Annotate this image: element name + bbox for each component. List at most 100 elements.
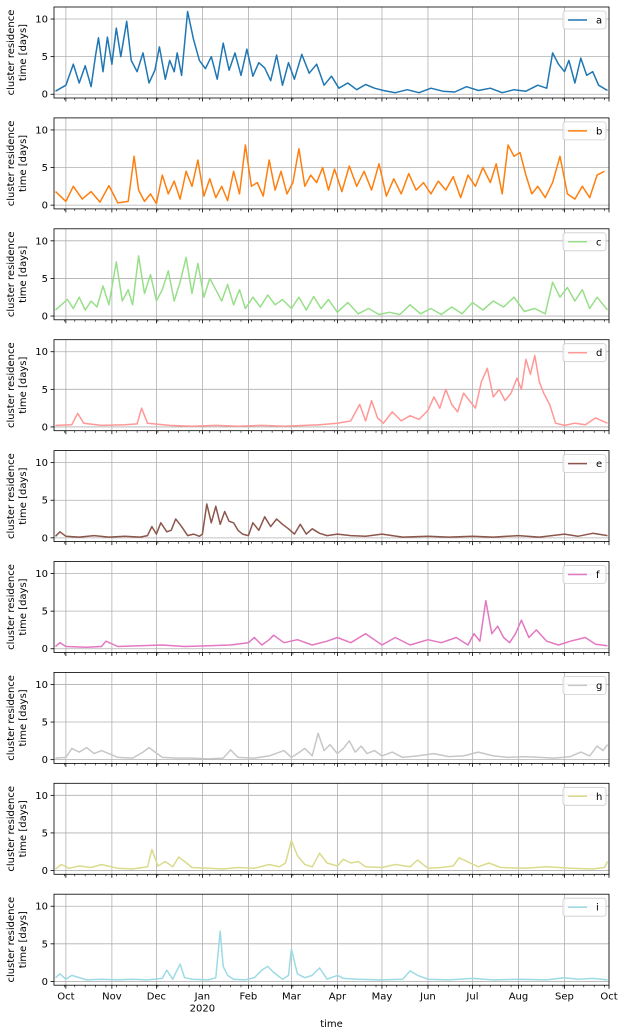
y-tick-label: 5 — [42, 385, 48, 396]
legend-label-b: b — [596, 126, 602, 137]
legend-label-d: d — [596, 348, 602, 359]
y-tick-label: 5 — [42, 828, 48, 839]
x-tick-label: Jun — [419, 992, 436, 1003]
y-axis-label: time [days] — [18, 246, 29, 303]
y-axis-label: time [days] — [18, 800, 29, 857]
subplot-a: 0 5 10 cluster residence time [days] a — [6, 6, 610, 102]
axes-frame — [53, 893, 610, 986]
y-tick-label: 5 — [42, 496, 48, 507]
y-tick-label: 10 — [35, 15, 48, 26]
subplot-c: 0 5 10 cluster residence time [days] c — [6, 228, 610, 324]
x-tick-label: May — [372, 992, 393, 1003]
subplot-h: 0 5 10 cluster residence time [days] h — [6, 782, 610, 878]
subplot-d: 0 5 10 cluster residence time [days] d — [6, 339, 610, 435]
y-axis-label: cluster residence — [6, 675, 17, 761]
y-tick-label: 0 — [42, 90, 48, 101]
y-tick-label: 10 — [35, 569, 48, 580]
axes-frame — [53, 672, 610, 764]
x-tick-label: Jan — [194, 992, 210, 1003]
series-line-e — [54, 503, 608, 538]
x-tick-label: Sep — [555, 992, 574, 1003]
x-tick-label: Dec — [147, 992, 166, 1003]
subplot-g: 0 5 10 cluster residence time [days] g — [6, 672, 610, 767]
plot-area — [54, 783, 609, 875]
subplot-e: 0 5 10 cluster residence time [days] e — [6, 450, 610, 546]
y-axis-label: cluster residence — [6, 564, 17, 650]
y-axis-label: time [days] — [18, 357, 29, 414]
axes-frame — [53, 6, 610, 99]
legend-label-f: f — [596, 570, 600, 581]
plot-area — [54, 228, 609, 320]
y-tick-label: 10 — [35, 791, 48, 802]
y-tick-label: 0 — [42, 533, 48, 544]
y-tick-label: 5 — [42, 939, 48, 950]
y-tick-label: 0 — [42, 644, 48, 655]
y-tick-label: 10 — [35, 680, 48, 691]
legend-label-i: i — [596, 903, 599, 914]
y-tick-label: 10 — [35, 347, 48, 358]
y-axis-label: time [days] — [18, 911, 29, 968]
y-axis-label: cluster residence — [6, 453, 17, 539]
series-line-h — [55, 839, 609, 870]
y-tick-label: 5 — [42, 163, 48, 174]
x-tick-label: Oct — [600, 992, 617, 1003]
legend-label-a: a — [596, 16, 602, 27]
series-line-i — [55, 930, 608, 981]
x-year-label: 2020 — [190, 1004, 215, 1015]
series-line-c — [55, 255, 609, 316]
series-line-a — [55, 10, 608, 94]
axes-frame — [53, 450, 610, 543]
y-tick-label: 5 — [42, 274, 48, 285]
y-tick-label: 10 — [35, 902, 48, 913]
plot-area — [54, 450, 609, 542]
legend-label-h: h — [596, 792, 602, 803]
y-axis-label: time [days] — [18, 689, 29, 746]
x-tick-label: Jul — [465, 992, 478, 1003]
plot-area — [54, 339, 609, 431]
y-tick-label: 10 — [35, 458, 48, 469]
legend-label-e: e — [596, 459, 602, 470]
y-tick-label: 5 — [42, 52, 48, 63]
legend-label-g: g — [596, 681, 602, 692]
series-line-f — [55, 599, 608, 648]
y-tick-label: 10 — [35, 236, 48, 247]
y-axis-label: cluster residence — [6, 786, 17, 872]
x-axis-label: time — [320, 1019, 343, 1030]
y-axis-label: time [days] — [18, 467, 29, 524]
plot-area — [54, 672, 609, 764]
plot-area — [54, 117, 609, 209]
plot-area — [54, 894, 609, 986]
y-axis-label: cluster residence — [6, 342, 17, 428]
legend-label-c: c — [596, 237, 602, 248]
y-axis-label: cluster residence — [6, 121, 17, 207]
x-tick-label: Mar — [282, 992, 302, 1003]
y-axis-label: time [days] — [18, 24, 29, 81]
axes-frame — [53, 782, 610, 875]
axes-frame — [53, 228, 610, 321]
y-tick-label: 0 — [42, 755, 48, 766]
x-tick-label: Nov — [102, 992, 122, 1003]
series-line-b — [54, 144, 605, 205]
y-tick-label: 0 — [42, 866, 48, 877]
y-tick-label: 0 — [42, 422, 48, 433]
y-axis-label: cluster residence — [6, 10, 17, 96]
y-tick-label: 10 — [35, 125, 48, 136]
y-axis-label: cluster residence — [6, 231, 17, 317]
y-axis-label: cluster residence — [6, 897, 17, 983]
y-tick-label: 0 — [42, 977, 48, 988]
x-tick-label: Aug — [509, 992, 529, 1003]
y-axis-label: time [days] — [18, 578, 29, 635]
x-tick-label: Oct — [57, 992, 74, 1003]
x-tick-label: Feb — [240, 992, 258, 1003]
x-tick-label: Apr — [329, 992, 347, 1003]
y-tick-label: 5 — [42, 718, 48, 729]
plot-area — [54, 7, 609, 98]
axes-frame — [53, 339, 610, 432]
y-axis-label: time [days] — [18, 135, 29, 192]
y-tick-label: 0 — [42, 312, 48, 323]
subplot-b: 0 5 10 cluster residence time [days] b — [6, 117, 610, 213]
subplot-i: 0 5 10 cluster residence time [days] i Oct Nov D… — [6, 893, 618, 1030]
subplot-f: 0 5 10 cluster residence time [days] f — [6, 561, 610, 656]
y-tick-label: 0 — [42, 201, 48, 212]
